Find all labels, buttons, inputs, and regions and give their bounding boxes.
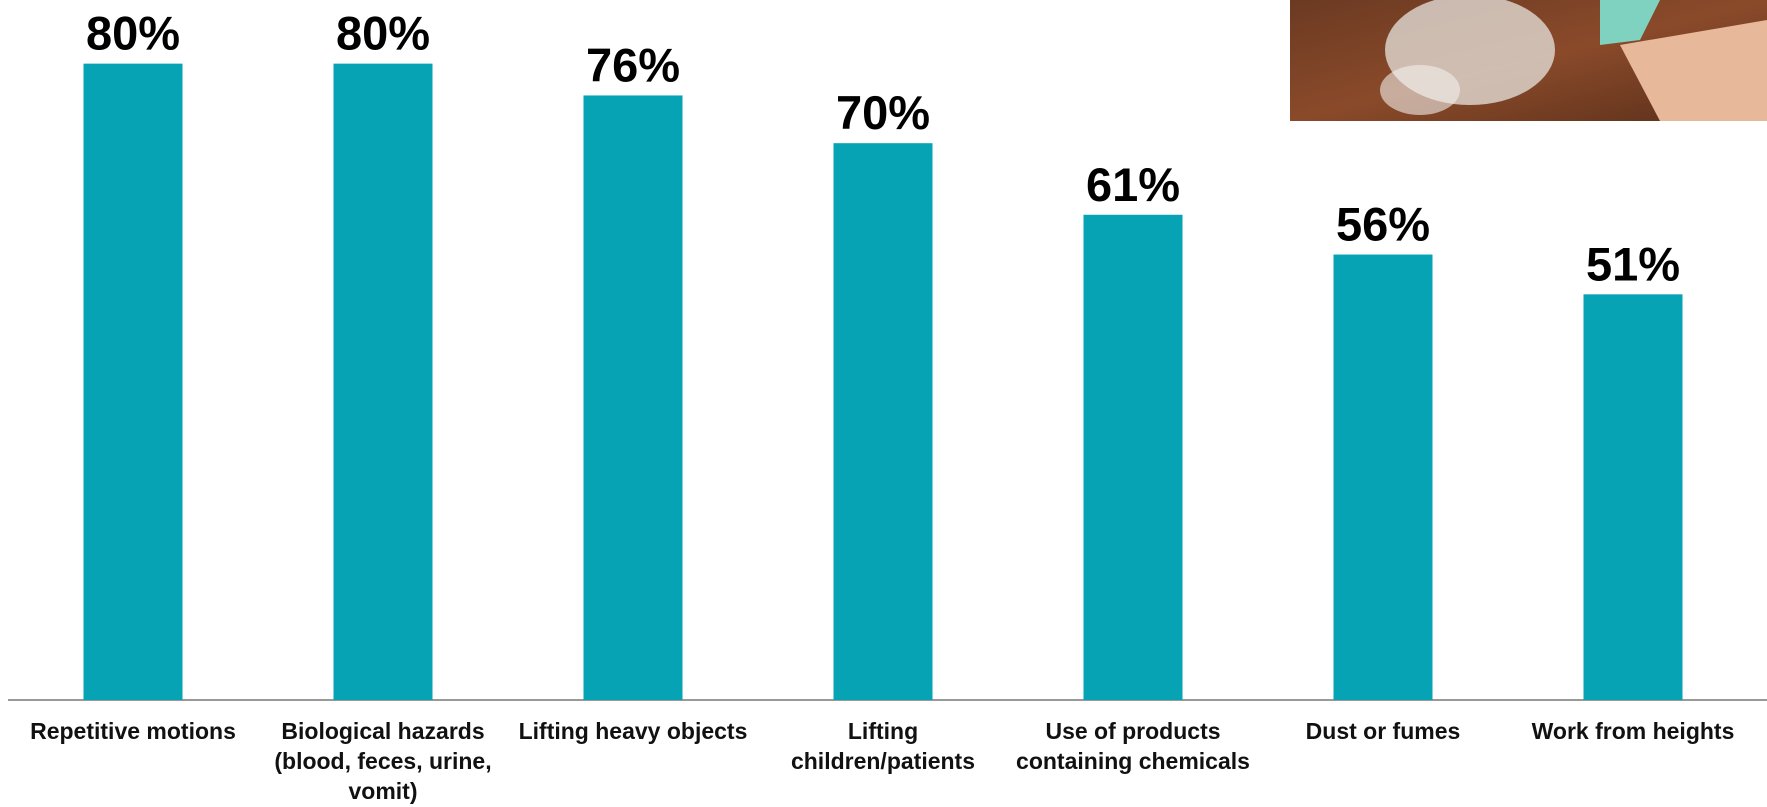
- x-tick-label: Lifting children/patients: [790, 718, 976, 774]
- bar: [1583, 294, 1683, 700]
- value-label: 61%: [1086, 158, 1180, 211]
- x-tick-label: Biological hazards (blood, feces, urine,…: [274, 718, 492, 804]
- photo: [1290, 0, 1767, 121]
- value-label: 80%: [336, 7, 430, 60]
- x-tick-label: Work from heights: [1531, 718, 1735, 744]
- x-tick-label: Repetitive motions: [30, 718, 236, 744]
- x-tick-label: Use of products containing chemicals: [1016, 718, 1250, 774]
- bar: [833, 143, 933, 700]
- value-label: 56%: [1336, 198, 1430, 251]
- value-label: 51%: [1586, 237, 1680, 290]
- bar: [583, 95, 683, 701]
- value-label: 70%: [836, 86, 930, 139]
- bar: [83, 63, 183, 701]
- bar: [1333, 254, 1433, 700]
- x-tick-label: Lifting heavy objects: [518, 718, 748, 744]
- value-label: 76%: [586, 38, 680, 91]
- bar: [1083, 214, 1183, 701]
- bar: [333, 63, 433, 701]
- x-tick-label: Dust or fumes: [1305, 718, 1461, 744]
- value-label: 80%: [86, 7, 180, 60]
